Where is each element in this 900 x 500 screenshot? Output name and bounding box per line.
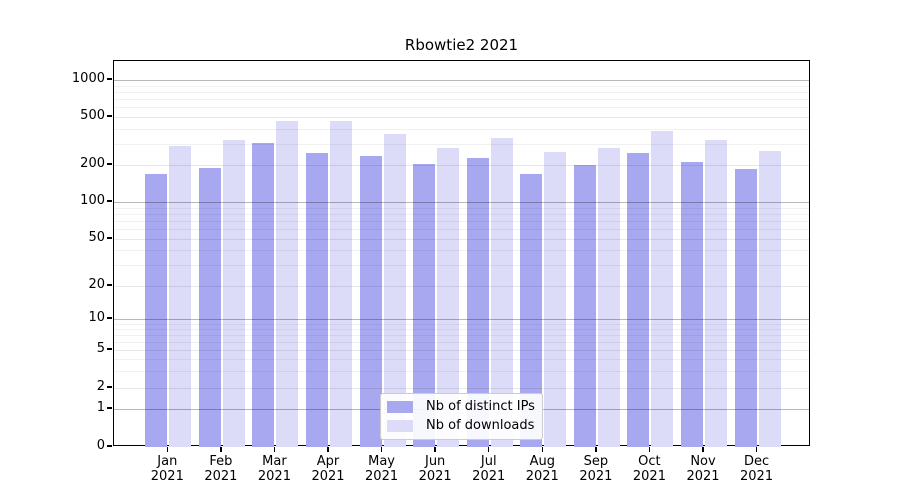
bar-downloads-jan [169,146,192,447]
x-tick-label-jun: Jun 2021 [418,454,452,484]
x-tick-mark [755,447,758,452]
legend-label-distinct-ips: Nb of distinct IPs [426,399,535,414]
x-tick-label-oct: Oct 2021 [632,454,666,484]
x-tick-label-nov: Nov 2021 [686,454,720,484]
bar-ips-jul [466,158,489,447]
y-tick-label: 200 [80,156,105,171]
y-tick-mark [107,348,112,350]
y-tick-mark [107,237,112,239]
y-tick-label: 10 [88,310,105,325]
y-tick-mark [107,317,112,319]
y-tick-mark [107,115,112,117]
x-tick-mark [273,447,276,452]
bar-ips-sep [573,165,596,447]
y-tick-label: 500 [80,108,105,123]
x-tick-mark [648,447,651,452]
bar-ips-jan [145,173,168,447]
bar-ips-apr [306,153,328,447]
bar-ips-may [359,156,382,447]
bar-downloads-sep [597,147,620,447]
x-tick-mark [166,447,169,452]
x-tick-mark [220,447,222,452]
y-tick-mark [107,407,112,409]
gridline [114,91,809,93]
bar-ips-dec [734,169,757,447]
x-tick-mark [327,447,329,452]
y-tick-label: 1000 [71,71,105,86]
x-tick-label-sep: Sep 2021 [579,454,613,484]
x-tick-mark [434,447,436,452]
bar-downloads-aug [544,152,567,447]
x-tick-mark [380,447,383,452]
y-tick-mark [107,284,112,286]
bar-ips-oct [627,152,650,447]
y-tick-label: 50 [88,230,105,245]
gridline [114,99,809,101]
y-tick-label: 100 [80,193,105,208]
legend: Nb of distinct IPs Nb of downloads [380,393,543,440]
chart-title: Rbowtie2 2021 [404,36,519,54]
gridline [114,85,809,87]
bar-downloads-jun [437,148,460,447]
legend-label-downloads: Nb of downloads [426,418,535,433]
bar-downloads-feb [222,140,245,447]
bar-ips-jun [413,164,436,447]
legend-row-distinct-ips: Nb of distinct IPs [387,399,535,414]
bar-downloads-oct [651,130,674,447]
y-tick-label: 5 [96,341,105,356]
gridline [114,128,809,130]
bar-ips-aug [520,173,543,447]
x-tick-mark [702,447,704,452]
y-tick-mark [107,386,112,388]
y-tick-mark [107,78,112,80]
bar-downloads-jul [490,137,513,447]
bar-downloads-nov [705,140,727,447]
x-tick-mark [595,447,597,452]
bar-downloads-mar [276,120,299,447]
x-tick-label-mar: Mar 2021 [257,454,291,484]
x-tick-label-may: May 2021 [365,454,399,484]
gridline [114,80,809,81]
x-tick-label-dec: Dec 2021 [740,454,774,484]
y-tick-label: 0 [96,438,105,453]
x-tick-label-jul: Jul 2021 [472,454,506,484]
x-tick-label-apr: Apr 2021 [311,454,345,484]
y-tick-label: 20 [88,277,105,292]
y-tick-mark [107,445,112,447]
y-tick-label: 2 [96,379,105,394]
plot-area: Nb of distinct IPs Nb of downloads [113,60,810,447]
bar-downloads-dec [758,151,781,447]
x-tick-mark [487,447,490,452]
bar-downloads-apr [330,121,352,447]
gridline [114,117,809,118]
y-tick-mark [107,200,112,202]
bar-ips-nov [681,161,703,447]
y-tick-label: 1 [96,400,105,415]
legend-swatch-distinct-ips-icon [387,401,413,413]
gridline [114,107,809,109]
x-tick-label-feb: Feb 2021 [204,454,238,484]
x-tick-label-jan: Jan 2021 [150,454,184,484]
x-tick-mark [541,447,544,452]
x-tick-label-aug: Aug 2021 [525,454,559,484]
y-tick-mark [107,163,112,165]
legend-swatch-downloads-icon [387,420,413,432]
legend-row-downloads: Nb of downloads [387,419,534,433]
bar-ips-feb [198,167,221,447]
bar-downloads-may [383,133,406,447]
bar-ips-mar [252,142,275,447]
